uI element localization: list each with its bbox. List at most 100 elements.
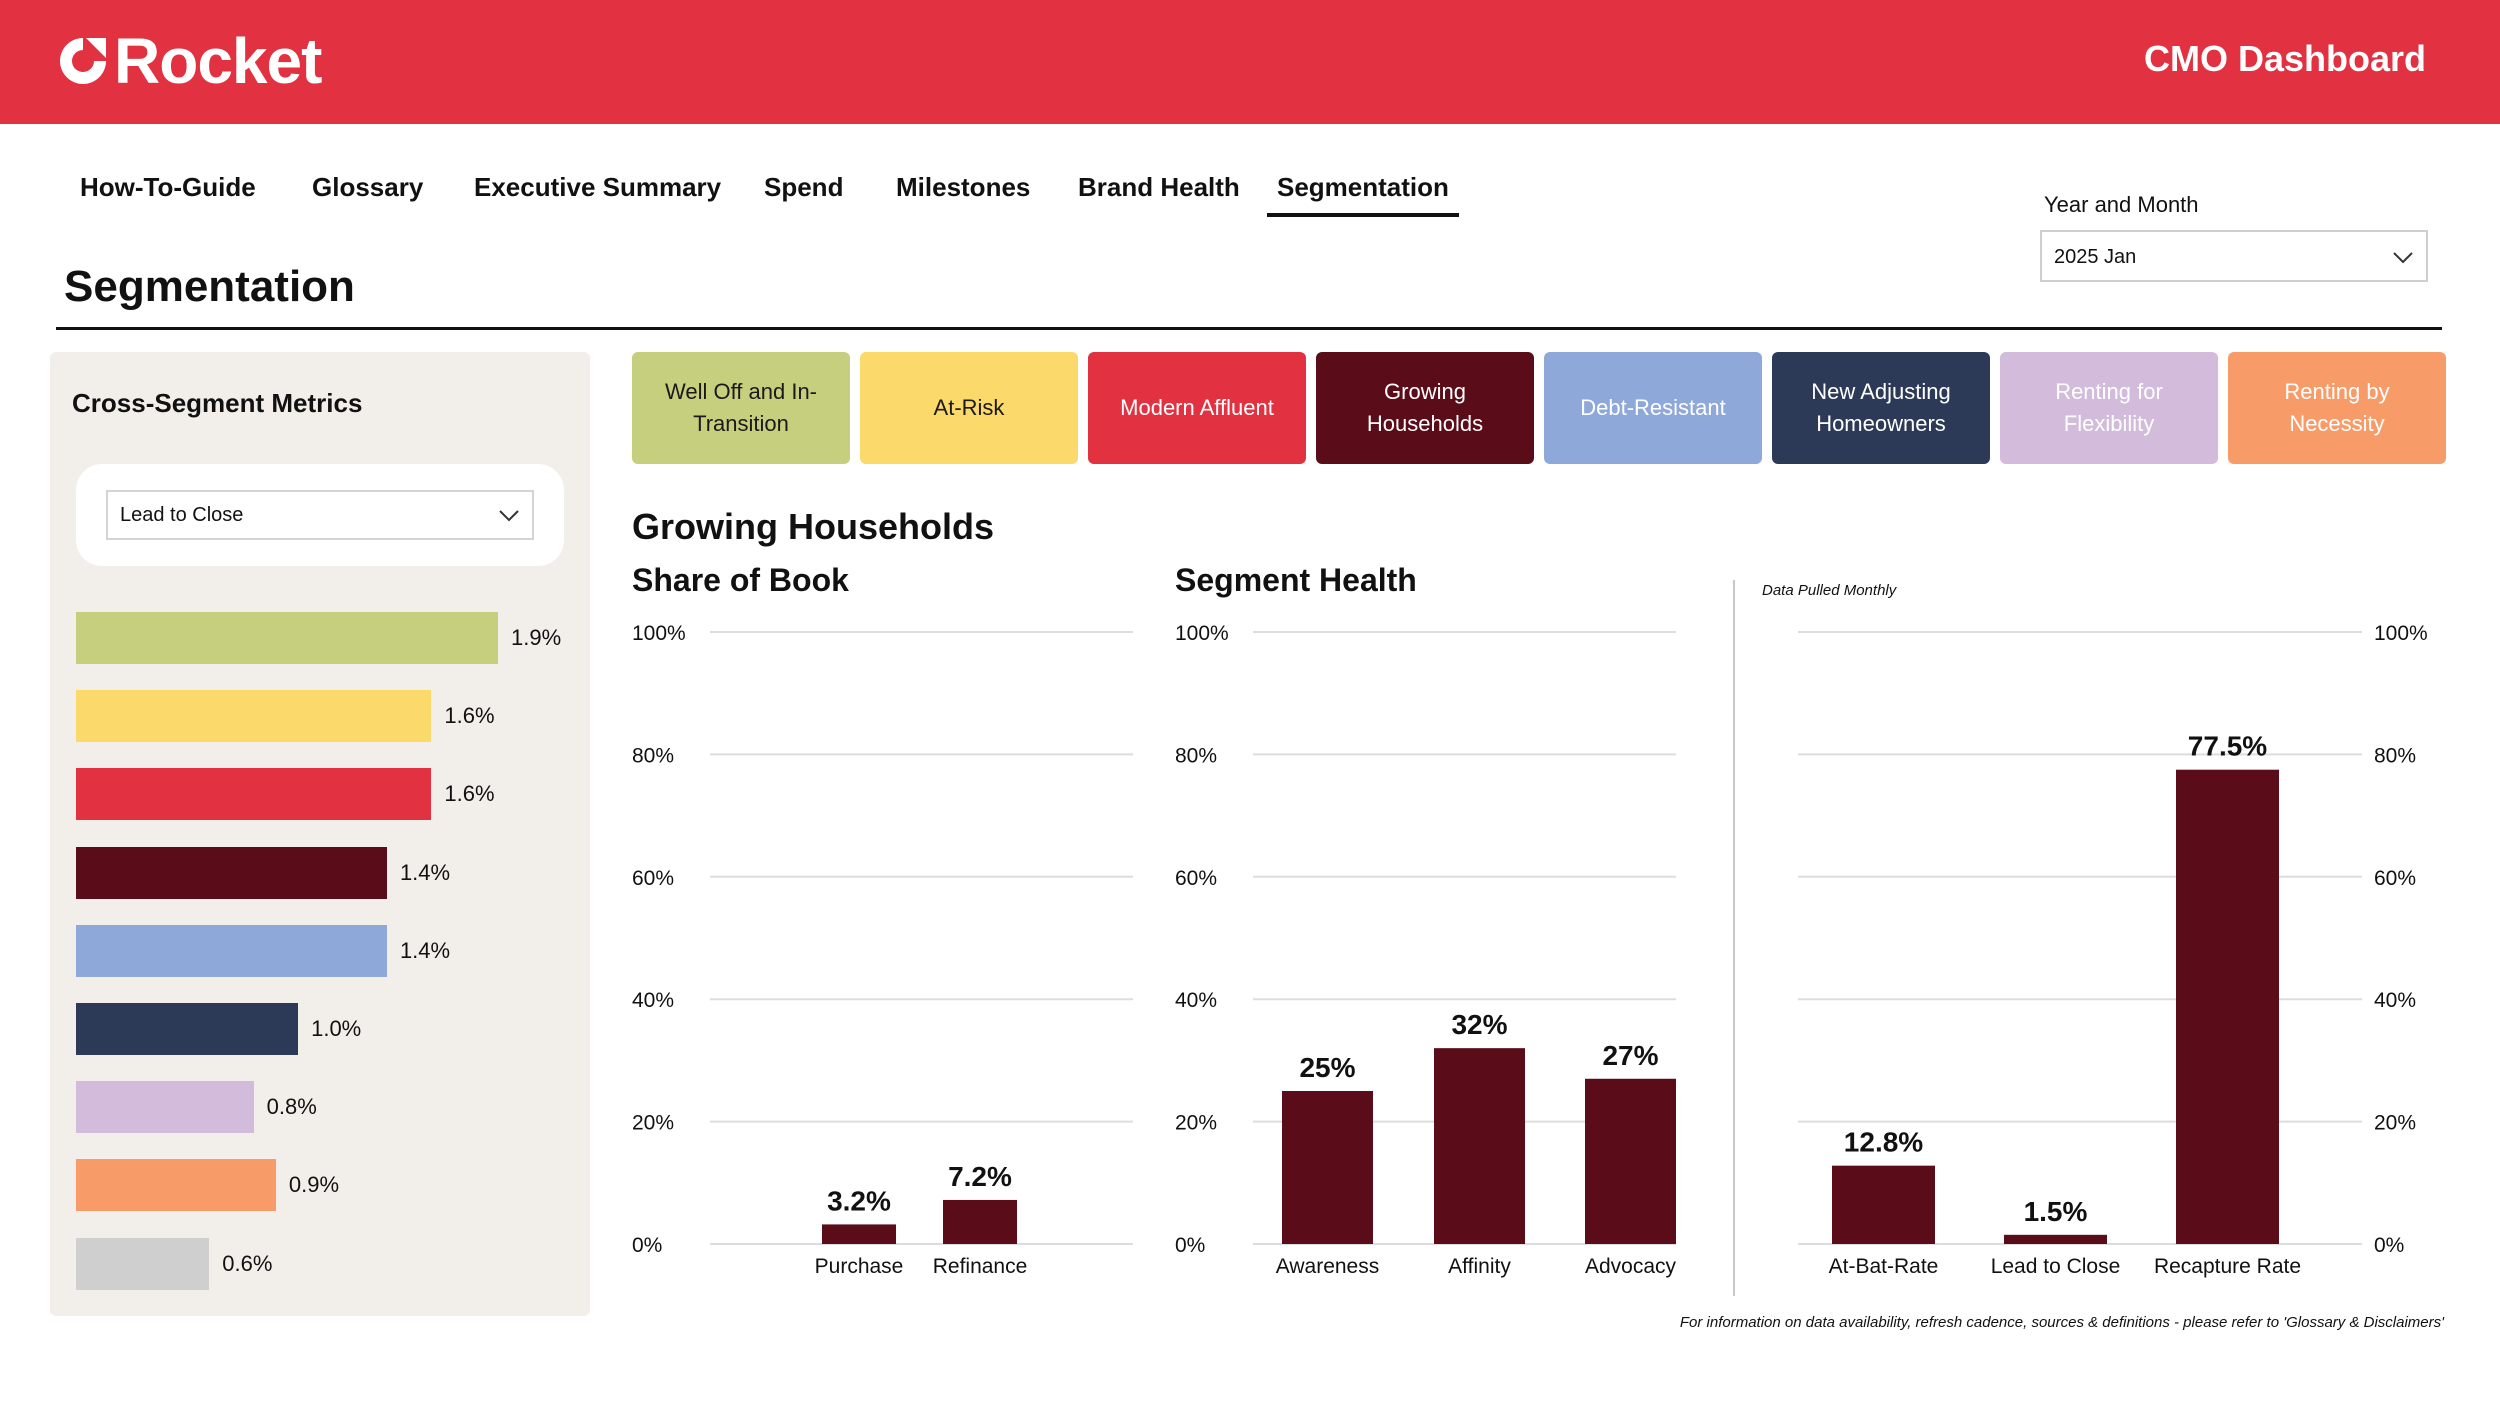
tab-brand-health[interactable]: Brand Health	[1078, 172, 1240, 202]
top-header-bar: Rocket CMO Dashboard	[0, 0, 2500, 124]
share-of-book-y-tick-label: 100%	[632, 622, 686, 645]
page-title: Segmentation	[64, 262, 355, 311]
segment-button-new-adjusting-homeowners[interactable]: New Adjusting Homeowners	[1772, 352, 1990, 464]
cross-segment-bar[interactable]	[76, 768, 432, 821]
segment-health-y-tick-label: 60%	[1175, 867, 1217, 890]
segment-health-bar[interactable]	[1585, 1078, 1676, 1244]
metric-dropdown[interactable]: Lead to Close	[106, 490, 534, 540]
cross-segment-bar[interactable]	[76, 612, 498, 664]
share-of-book-y-tick-label: 80%	[632, 744, 674, 767]
segment-label: Renting for Flexibility	[2055, 379, 2163, 436]
rocket-logo-icon	[56, 34, 110, 88]
segment-health-title: Segment Health	[1175, 562, 1417, 598]
chevron-down-icon	[2392, 246, 2414, 268]
funnel-rates-bar[interactable]	[1832, 1165, 1935, 1244]
segment-button-well-off-in-transition[interactable]: Well Off and In-Transition	[632, 352, 850, 464]
tab-milestones[interactable]: Milestones	[896, 172, 1031, 202]
data-pulled-note: Data Pulled Monthly	[1762, 582, 1897, 599]
segment-button-renting-by-necessity[interactable]: Renting by Necessity	[2228, 352, 2446, 464]
share-of-book-y-tick-label: 20%	[632, 1112, 674, 1135]
segment-label: Well Off and In-Transition	[664, 379, 818, 436]
funnel-rates-y-tick-label: 80%	[2374, 744, 2416, 767]
tab-segmentation[interactable]: Segmentation	[1267, 172, 1459, 217]
segment-button-debt-resistant[interactable]: Debt-Resistant	[1544, 352, 1762, 464]
cross-segment-title: Cross-Segment Metrics	[72, 388, 363, 418]
segment-button-growing-households[interactable]: Growing Households	[1316, 352, 1534, 464]
rocket-logo[interactable]: Rocket	[56, 25, 322, 97]
share-of-book-bar[interactable]	[822, 1224, 896, 1244]
segment-label: Growing Households	[1366, 379, 1484, 436]
cross-segment-bar[interactable]	[76, 1081, 254, 1134]
segment-label: New Adjusting Homeowners	[1811, 379, 1951, 436]
segment-label: At-Risk	[933, 395, 1005, 420]
cross-segment-bar-label: 1.4%	[399, 937, 451, 963]
dashboard-title: CMO Dashboard	[2143, 38, 2426, 79]
funnel-rates-y-tick-label: 40%	[2374, 989, 2416, 1012]
funnel-rates-x-tick-label: Lead to Close	[1991, 1255, 2121, 1278]
tab-executive-summary[interactable]: Executive Summary	[474, 172, 722, 202]
funnel-rates-x-tick-label: At-Bat-Rate	[1829, 1255, 1939, 1278]
cross-segment-bar-label: 0.8%	[266, 1094, 317, 1120]
chevron-down-icon	[498, 504, 520, 526]
segment-health-bar[interactable]	[1434, 1048, 1525, 1244]
share-of-book-bar[interactable]	[943, 1199, 1017, 1244]
funnel-rates-data-label: 77.5%	[2188, 731, 2267, 762]
cross-segment-bar-label: 1.0%	[311, 1016, 362, 1041]
funnel-rates-bar[interactable]	[2004, 1234, 2107, 1244]
funnel-rates-x-tick-label: Recapture Rate	[2154, 1255, 2301, 1278]
segment-health-data-label: 25%	[1299, 1052, 1355, 1083]
funnel-rates-data-label: 1.5%	[2024, 1196, 2088, 1227]
share-of-book-title: Share of Book	[632, 562, 849, 598]
year-month-dropdown[interactable]: 2025 Jan	[2040, 230, 2428, 282]
cross-segment-bar[interactable]	[76, 924, 387, 977]
segment-health-y-tick-label: 40%	[1175, 989, 1217, 1012]
title-divider	[56, 327, 2442, 330]
cross-segment-bar[interactable]	[76, 846, 387, 899]
metric-dropdown-container: Lead to Close	[76, 464, 564, 566]
cross-segment-bar-label: 1.6%	[444, 703, 495, 729]
share-of-book-x-tick-label: Purchase	[815, 1255, 904, 1278]
chart-divider	[1733, 580, 1735, 1296]
segment-label: Debt-Resistant	[1580, 395, 1726, 420]
segment-health-y-tick-label: 0%	[1175, 1234, 1205, 1257]
cross-segment-bar[interactable]	[76, 690, 432, 743]
segment-label: Modern Affluent	[1120, 395, 1274, 420]
funnel-rates-y-tick-label: 60%	[2374, 867, 2416, 890]
year-month-label: Year and Month	[2044, 192, 2199, 217]
segment-button-renting-for-flexibility[interactable]: Renting for Flexibility	[2000, 352, 2218, 464]
tab-spend[interactable]: Spend	[764, 172, 844, 202]
share-of-book-data-label: 7.2%	[948, 1161, 1012, 1192]
share-of-book-x-tick-label: Refinance	[933, 1255, 1028, 1278]
segment-health-y-tick-label: 80%	[1175, 744, 1217, 767]
share-of-book-y-tick-label: 40%	[632, 989, 674, 1012]
cross-segment-panel: Cross-Segment Metrics Lead to Close 1.9%…	[50, 352, 590, 1316]
segment-button-at-risk[interactable]: At-Risk	[860, 352, 1078, 464]
cross-segment-bar-label: 0.6%	[222, 1250, 273, 1276]
segment-health-x-tick-label: Advocacy	[1585, 1255, 1677, 1278]
funnel-rates-y-tick-label: 100%	[2374, 622, 2428, 645]
selected-segment-title: Growing Households	[632, 506, 995, 547]
brand-name: Rocket	[114, 25, 322, 97]
segment-health-x-tick-label: Awareness	[1276, 1255, 1380, 1278]
segment-health-data-label: 27%	[1602, 1040, 1658, 1071]
metric-dropdown-value: Lead to Close	[120, 504, 244, 526]
funnel-rates-y-tick-label: 20%	[2374, 1112, 2416, 1135]
cross-segment-bar[interactable]	[76, 1003, 299, 1055]
funnel-rates-y-tick-label: 0%	[2374, 1234, 2404, 1257]
share-of-book-y-tick-label: 60%	[632, 867, 674, 890]
cross-segment-bar-chart: 1.9% 1.6% 1.6% 1.4% 1.4% 1.0% 0.8% 0.9% 0.6%	[76, 602, 576, 1292]
segment-label: Renting by Necessity	[2284, 379, 2390, 436]
segment-health-bar[interactable]	[1282, 1091, 1373, 1244]
tab-how-to-guide[interactable]: How-To-Guide	[80, 172, 256, 202]
segment-health-y-tick-label: 100%	[1175, 622, 1229, 645]
cross-segment-bar-label: 0.9%	[288, 1172, 340, 1198]
segment-button-modern-affluent[interactable]: Modern Affluent	[1088, 352, 1306, 464]
footer-disclaimer: For information on data availability, re…	[1679, 1314, 2444, 1331]
tab-glossary[interactable]: Glossary	[312, 172, 424, 202]
segment-health-data-label: 32%	[1451, 1009, 1507, 1040]
cross-segment-bar[interactable]	[76, 1237, 210, 1290]
year-month-value: 2025 Jan	[2054, 246, 2137, 268]
cross-segment-bar[interactable]	[76, 1159, 276, 1212]
funnel-rates-bar[interactable]	[2176, 769, 2279, 1244]
cross-segment-bar-label: 1.4%	[399, 859, 451, 885]
